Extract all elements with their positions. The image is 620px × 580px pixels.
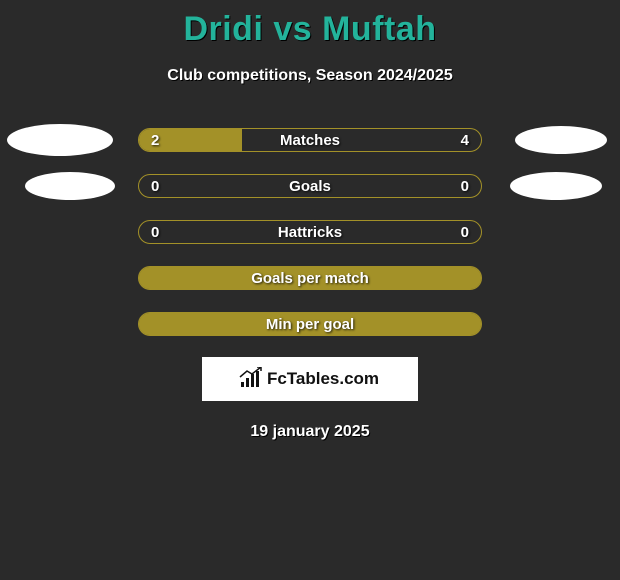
stat-row: 2Matches4 bbox=[0, 117, 620, 163]
right-value: 0 bbox=[449, 224, 481, 241]
page-title: Dridi vs Muftah bbox=[0, 0, 620, 49]
stat-name: Goals bbox=[171, 178, 448, 195]
left-value: 0 bbox=[139, 178, 171, 195]
bar-track: Min per goal bbox=[138, 312, 482, 336]
player-oval-left bbox=[25, 172, 115, 200]
page-subtitle: Club competitions, Season 2024/2025 bbox=[0, 67, 620, 85]
player-oval-left bbox=[7, 124, 113, 156]
brand-label: FcTables.com bbox=[267, 369, 379, 389]
stat-row: Min per goal bbox=[0, 301, 620, 347]
bar-fill-right bbox=[139, 313, 481, 335]
bar-track: 0Hattricks0 bbox=[138, 220, 482, 244]
bar-labels: 0Hattricks0 bbox=[139, 221, 481, 243]
bar-fill-right bbox=[139, 267, 481, 289]
stat-row: Goals per match bbox=[0, 255, 620, 301]
date-label: 19 january 2025 bbox=[0, 423, 620, 441]
bar-track: 0Goals0 bbox=[138, 174, 482, 198]
left-value: 0 bbox=[139, 224, 171, 241]
stat-rows: 2Matches40Goals00Hattricks0Goals per mat… bbox=[0, 117, 620, 347]
right-value: 0 bbox=[449, 178, 481, 195]
player-oval-right bbox=[515, 126, 607, 154]
brand-chart-icon bbox=[241, 371, 261, 387]
stat-row: 0Hattricks0 bbox=[0, 209, 620, 255]
bar-track: Goals per match bbox=[138, 266, 482, 290]
bar-labels: 0Goals0 bbox=[139, 175, 481, 197]
brand-box: FcTables.com bbox=[202, 357, 418, 401]
player-oval-right bbox=[510, 172, 602, 200]
stat-name: Hattricks bbox=[171, 224, 448, 241]
right-value: 4 bbox=[449, 132, 481, 149]
stat-row: 0Goals0 bbox=[0, 163, 620, 209]
bar-fill-left bbox=[139, 129, 242, 151]
bar-track: 2Matches4 bbox=[138, 128, 482, 152]
